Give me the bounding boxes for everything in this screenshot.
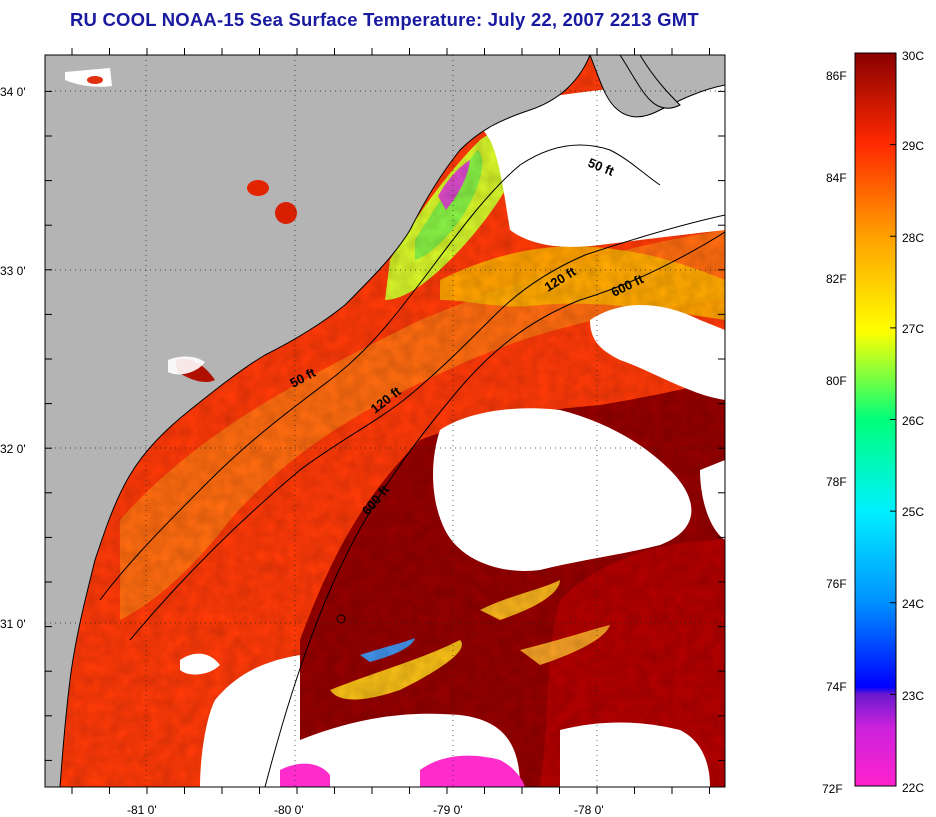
lat-label-34: 34 0': [0, 85, 26, 99]
land-hotspot-2: [275, 202, 297, 224]
graticule: [45, 55, 725, 787]
cloud-southeast: [560, 722, 710, 787]
c-label-30: 30C: [902, 49, 924, 63]
c-label-23: 23C: [902, 689, 924, 703]
land-white-patch: [168, 356, 205, 375]
cloud-southwest: [200, 655, 300, 787]
lon-label-79: -79 0': [433, 803, 463, 817]
cloud-small-2: [700, 460, 725, 540]
contour-120ft: [129, 214, 725, 641]
colorbar-gradient: [854, 52, 897, 787]
lat-label-33: 33 0': [0, 264, 26, 278]
f-label-80: 80F: [826, 374, 847, 388]
f-label-72: 72F: [822, 782, 843, 796]
f-label-78: 78F: [826, 475, 847, 489]
sst-pink-south: [420, 755, 525, 787]
colorbar-c-labels: 30C 29C 28C 27C 26C 25C 24C 23C 22C: [902, 49, 924, 795]
coastline: [59, 55, 591, 787]
f-label-74: 74F: [826, 680, 847, 694]
land-hotspot-3: [87, 76, 103, 84]
c-label-26: 26C: [902, 414, 924, 428]
c-label-25: 25C: [902, 505, 924, 519]
coast-island: [619, 55, 681, 109]
land-mass: [45, 55, 590, 787]
c-label-29: 29C: [902, 139, 924, 153]
c-label-27: 27C: [902, 322, 924, 336]
cloud-center: [433, 408, 692, 571]
map-title: RU COOL NOAA-15 Sea Surface Temperature:…: [70, 9, 699, 30]
lat-label-32: 32 0': [0, 442, 26, 456]
colorbar-f-labels: 86F 84F 82F 80F 78F 76F 74F 72F: [822, 69, 847, 796]
c-label-24: 24C: [902, 597, 924, 611]
contour-50ft: [99, 144, 661, 601]
map-frame: [44, 54, 726, 788]
lon-label-80: -80 0': [274, 803, 304, 817]
lon-label-81: -81 0': [127, 803, 157, 817]
cloud-north: [470, 82, 725, 247]
land-hotspot-1: [247, 180, 269, 196]
f-label-82: 82F: [826, 272, 847, 286]
cloud-small-1: [180, 653, 220, 675]
c-label-22: 22C: [902, 781, 924, 795]
lat-labels: 34 0' 33 0' 32 0' 31 0': [0, 85, 26, 631]
f-label-76: 76F: [826, 577, 847, 591]
lon-label-78: -78 0': [574, 803, 604, 817]
contour-600ft: [264, 231, 725, 787]
lat-label-31: 31 0': [0, 617, 26, 631]
c-label-28: 28C: [902, 231, 924, 245]
colorbar-ticks: [890, 52, 896, 787]
map-ticks: [45, 48, 725, 794]
cloud-east: [590, 305, 725, 400]
f-label-84: 84F: [826, 171, 847, 185]
sst-pink-sw: [280, 763, 330, 787]
lon-labels: -81 0' -80 0' -79 0' -78 0': [127, 803, 604, 817]
f-label-86: 86F: [826, 69, 847, 83]
